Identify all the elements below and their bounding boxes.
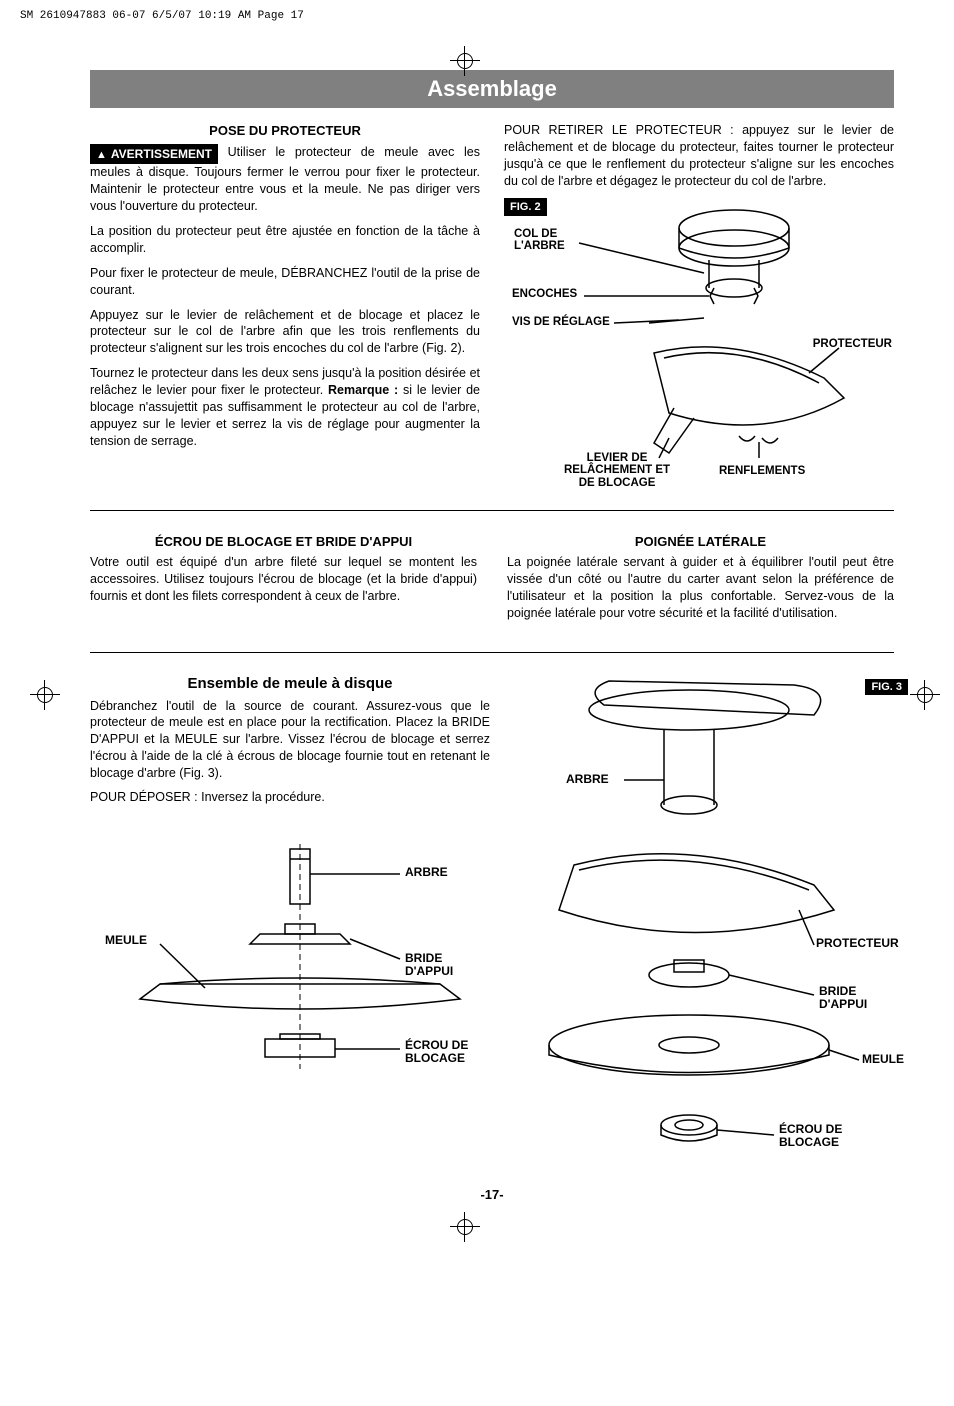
- section2-left-p: Votre outil est équipé d'un arbre fileté…: [90, 554, 477, 605]
- registration-mark-right: [910, 680, 940, 710]
- warning-badge: AVERTISSEMENT: [90, 144, 218, 165]
- fig2-callout-renflements: RENFLEMENTS: [719, 465, 805, 478]
- header-meta-text: SM 2610947883 06-07 6/5/07 10:19 AM Page…: [20, 10, 304, 22]
- fig2-callout-levier: LEVIER DE RELÂCHEMENT ET DE BLOCAGE: [564, 452, 670, 490]
- figure-3: FIG. 3: [514, 675, 914, 1175]
- section3-p1: Débranchez l'outil de la source de coura…: [90, 698, 490, 782]
- divider-2: [90, 652, 894, 653]
- section3-p2: POUR DÉPOSER : Inversez la procédure.: [90, 790, 490, 804]
- section1-right-p1: POUR RETIRER LE PROTECTEUR : appuyez sur…: [504, 122, 894, 190]
- fig3-bride: BRIDE D'APPUI: [819, 985, 867, 1011]
- fig-exploded-meule: MEULE: [105, 934, 147, 947]
- fig-exploded-bride: BRIDE D'APPUI: [405, 952, 453, 978]
- fig3-ecrou: ÉCROU DE BLOCAGE: [779, 1123, 842, 1149]
- registration-mark-top: [450, 46, 480, 76]
- fig2-callout-protecteur: PROTECTEUR: [813, 338, 892, 351]
- figure-exploded: ARBRE MEULE BRIDE D'APPUI ÉCROU DE BLOCA…: [90, 844, 490, 1074]
- fig3-arbre: ARBRE: [566, 773, 609, 786]
- registration-mark-left: [30, 680, 60, 710]
- section2-left-heading: ÉCROU DE BLOCAGE ET BRIDE D'APPUI: [90, 533, 477, 551]
- fig3-meule: MEULE: [862, 1053, 904, 1066]
- section1-p3: Pour fixer le protecteur de meule, DÉBRA…: [90, 265, 480, 299]
- fig-exploded-arbre: ARBRE: [405, 866, 448, 879]
- section1-right-column: POUR RETIRER LE PROTECTEUR : appuyez sur…: [504, 122, 894, 488]
- fig-exploded-ecrou: ÉCROU DE BLOCAGE: [405, 1039, 468, 1065]
- section3-left: Ensemble de meule à disque Débranchez l'…: [90, 675, 490, 1175]
- registration-mark-bottom: [450, 1212, 480, 1242]
- section1-p2: La position du protecteur peut être ajus…: [90, 223, 480, 257]
- section1-left-column: POSE DU PROTECTEUR AVERTISSEMENT Utilise…: [90, 122, 480, 488]
- section2-left-column: ÉCROU DE BLOCAGE ET BRIDE D'APPUI Votre …: [90, 533, 477, 630]
- page-title: Assemblage: [90, 70, 894, 108]
- section2-right-p: La poignée latérale servant à guider et …: [507, 554, 894, 622]
- fig3-label: FIG. 3: [865, 679, 908, 695]
- section3-heading: Ensemble de meule à disque: [90, 675, 490, 692]
- fig2-callout-vis: VIS DE RÉGLAGE: [512, 316, 610, 329]
- fig2-callout-encoches: ENCOCHES: [512, 288, 577, 301]
- fig3-protecteur: PROTECTEUR: [816, 937, 899, 950]
- section1-p4: Appuyez sur le levier de relâchement et …: [90, 307, 480, 358]
- section2-right-heading: POIGNÉE LATÉRALE: [507, 533, 894, 551]
- section3-right: FIG. 3: [514, 675, 914, 1175]
- page-number: -17-: [90, 1187, 894, 1202]
- fig3-drawing: [514, 675, 914, 1175]
- fig2-callout-col: COL DE L'ARBRE: [514, 228, 565, 253]
- divider-1: [90, 510, 894, 511]
- section1-p5: Tournez le protecteur dans les deux sens…: [90, 365, 480, 449]
- section1-heading: POSE DU PROTECTEUR: [90, 122, 480, 140]
- section2-right-column: POIGNÉE LATÉRALE La poignée latérale ser…: [507, 533, 894, 630]
- figure-2: FIG. 2: [504, 198, 894, 488]
